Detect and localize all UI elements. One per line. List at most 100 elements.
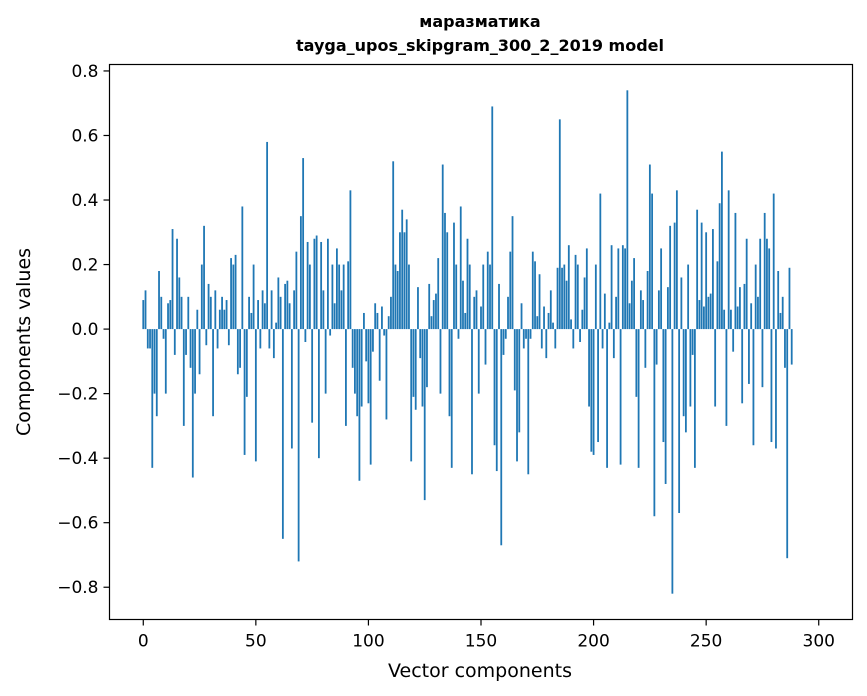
bar-16 xyxy=(178,277,181,330)
bar-36 xyxy=(223,309,226,330)
bar-129 xyxy=(432,300,435,330)
bar-232 xyxy=(664,329,667,484)
bar-124 xyxy=(421,329,424,407)
bar-257 xyxy=(721,151,723,330)
bar-136 xyxy=(448,329,451,417)
bar-104 xyxy=(376,312,379,330)
bar-84 xyxy=(331,264,334,330)
bar-189 xyxy=(567,245,570,330)
bar-100 xyxy=(367,329,370,404)
bar-72 xyxy=(304,329,307,342)
bar-252 xyxy=(709,293,712,330)
bar-228 xyxy=(655,329,658,365)
bar-218 xyxy=(633,258,635,330)
bar-283 xyxy=(779,312,782,330)
bar-55 xyxy=(266,141,269,330)
bar-140 xyxy=(457,329,460,339)
bar-58 xyxy=(272,329,275,359)
bar-188 xyxy=(565,280,568,330)
y-tick-label: −0.4 xyxy=(57,449,98,469)
bar-205 xyxy=(603,293,606,330)
x-tick-label: 0 xyxy=(138,632,149,652)
bar-216 xyxy=(628,303,631,330)
bar-260 xyxy=(727,190,730,330)
bar-217 xyxy=(630,280,633,330)
y-tick-label: 0.0 xyxy=(71,320,98,340)
bar-247 xyxy=(698,300,701,330)
bar-99 xyxy=(365,329,368,362)
bar-200 xyxy=(592,329,595,455)
bar-4 xyxy=(151,329,154,468)
bar-231 xyxy=(662,329,665,443)
bar-25 xyxy=(198,329,201,375)
bar-203 xyxy=(599,193,602,330)
y-tick-label: 0.6 xyxy=(71,126,98,146)
bar-9 xyxy=(162,329,165,339)
bar-95 xyxy=(356,329,359,417)
bar-106 xyxy=(381,306,383,330)
bar-233 xyxy=(666,287,669,330)
bar-46 xyxy=(245,329,248,397)
bar-154 xyxy=(489,264,491,330)
bar-90 xyxy=(345,329,347,426)
bar-12 xyxy=(169,300,172,330)
bar-264 xyxy=(736,306,739,330)
bar-114 xyxy=(399,232,401,330)
bar-20 xyxy=(187,296,190,330)
bar-145 xyxy=(468,264,471,330)
x-axis-ticks: 0 50 100 150 200 250 300 xyxy=(138,619,835,652)
bar-135 xyxy=(446,232,449,330)
bar-62 xyxy=(281,329,284,539)
bar-198 xyxy=(588,329,590,407)
bar-13 xyxy=(171,229,174,330)
bar-115 xyxy=(401,209,404,330)
chart-title: маразматика xyxy=(419,12,540,31)
bar-86 xyxy=(336,248,338,330)
bar-109 xyxy=(387,316,390,330)
bars-group xyxy=(142,90,793,594)
bar-139 xyxy=(455,264,458,330)
bar-152 xyxy=(484,329,487,365)
bar-131 xyxy=(437,258,440,330)
bar-75 xyxy=(311,329,314,423)
bar-141 xyxy=(459,206,462,330)
bar-73 xyxy=(306,241,309,330)
bar-54 xyxy=(263,303,266,330)
bar-122 xyxy=(417,287,419,330)
bar-70 xyxy=(299,216,302,330)
bar-159 xyxy=(500,329,503,546)
y-tick-label: −0.8 xyxy=(57,578,98,598)
bar-194 xyxy=(579,329,581,342)
bar-258 xyxy=(723,309,726,330)
y-tick-label: −0.6 xyxy=(57,514,98,534)
bar-242 xyxy=(687,264,690,330)
bar-202 xyxy=(597,329,599,443)
bar-39 xyxy=(230,258,232,330)
bar-157 xyxy=(495,329,498,472)
bar-121 xyxy=(414,329,417,410)
bar-59 xyxy=(275,322,278,330)
bar-144 xyxy=(466,238,469,330)
bar-79 xyxy=(320,241,323,330)
bar-123 xyxy=(419,329,422,359)
bar-118 xyxy=(408,264,410,330)
bar-282 xyxy=(777,271,780,330)
bar-31 xyxy=(212,329,214,417)
bar-169 xyxy=(522,329,525,349)
bar-277 xyxy=(766,238,768,330)
bar-52 xyxy=(259,329,262,349)
bar-17 xyxy=(180,296,183,330)
bar-285 xyxy=(784,329,786,368)
bar-1 xyxy=(144,290,147,330)
x-tick-label: 100 xyxy=(352,632,384,652)
bar-250 xyxy=(705,232,708,330)
bar-234 xyxy=(669,225,672,330)
chart-subtitle: tayga_upos_skipgram_300_2_2019 model xyxy=(296,36,664,55)
bar-113 xyxy=(396,271,399,330)
bar-120 xyxy=(412,329,415,397)
bar-158 xyxy=(498,283,500,330)
bar-209 xyxy=(612,329,615,359)
bar-271 xyxy=(752,329,755,446)
bar-83 xyxy=(329,329,332,336)
